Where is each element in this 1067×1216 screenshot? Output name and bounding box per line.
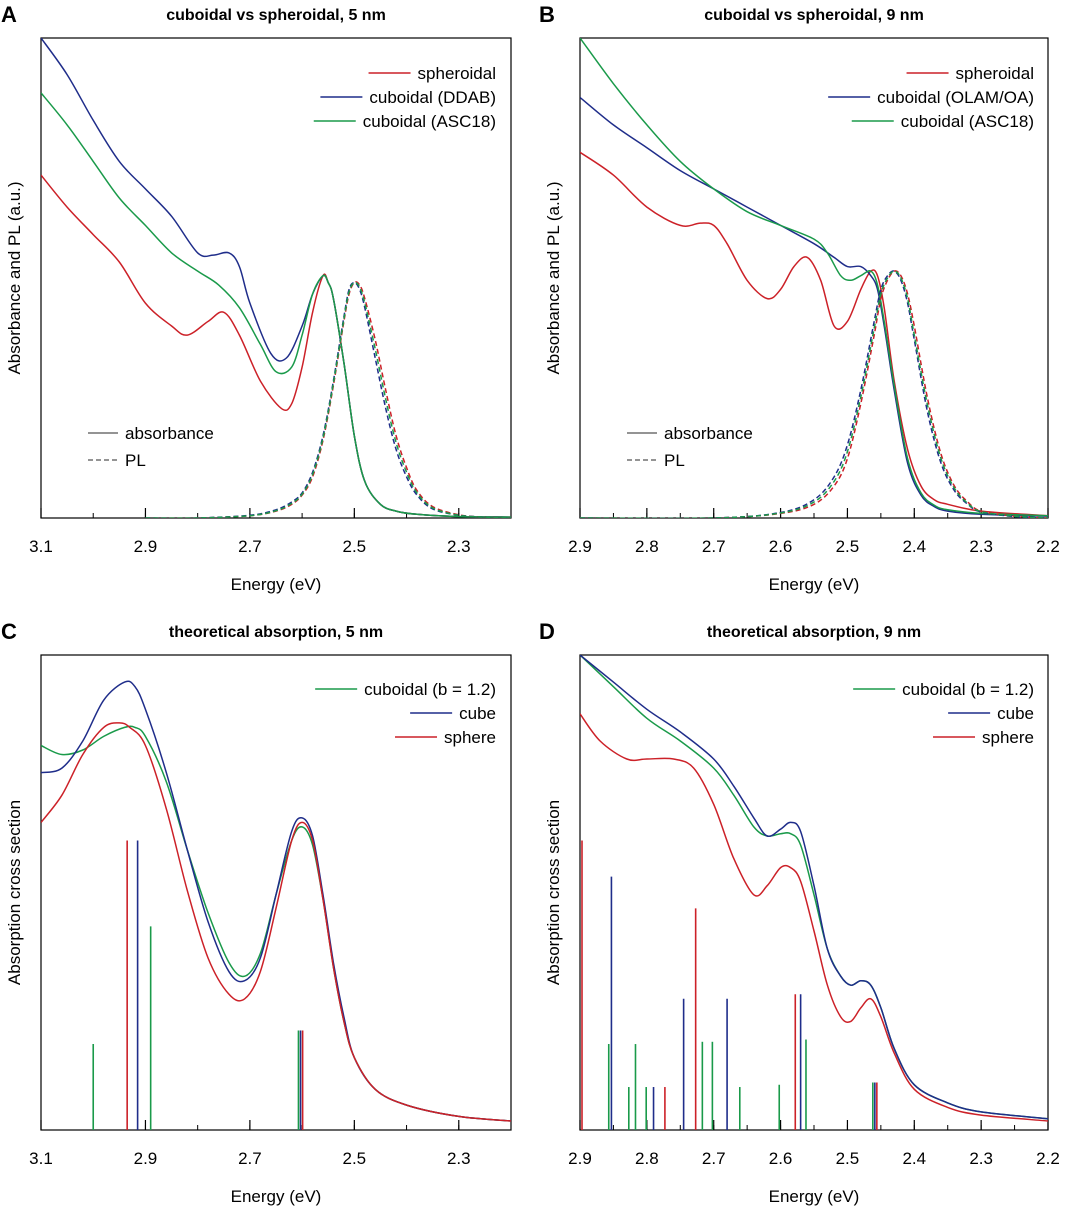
x-axis: 3.1 2.9 2.7 2.5 2.3 (29, 508, 512, 556)
series-line (41, 725, 511, 1122)
legend-label: cube (459, 704, 496, 723)
series-line (580, 151, 1048, 517)
x-axis-label: Energy (eV) (231, 575, 322, 594)
style-legend-label: PL (664, 451, 685, 470)
x-axis-label: Energy (eV) (769, 575, 860, 594)
panel-letter: C (1, 619, 17, 644)
style-legend-label: absorbance (664, 424, 753, 443)
x-tick-label: 2.2 (1036, 1149, 1060, 1168)
x-axis: 3.1 2.9 2.7 2.5 2.3 (29, 1120, 512, 1168)
panel-letter: B (539, 2, 555, 27)
legend: spheroidal cuboidal (OLAM/OA) cuboidal (AS… (828, 64, 1034, 131)
series-line (580, 270, 1048, 518)
x-tick-label: 2.8 (635, 1149, 659, 1168)
x-tick-label: 2.3 (447, 537, 471, 556)
plot-area (41, 680, 511, 1130)
x-tick-label: 2.7 (238, 1149, 262, 1168)
y-axis-label: Absorbance and PL (a.u.) (5, 181, 24, 374)
legend-label: cuboidal (b = 1.2) (364, 680, 496, 699)
legend-label: spheroidal (956, 64, 1034, 83)
chart-title: cuboidal vs spheroidal, 9 nm (704, 7, 924, 24)
transition-sticks (92, 840, 304, 1130)
chart-title: theoretical absorption, 5 nm (169, 624, 383, 641)
x-tick-label: 2.3 (969, 1149, 993, 1168)
x-tick-label: 2.9 (134, 1149, 158, 1168)
x-tick-label: 2.7 (702, 1149, 726, 1168)
x-tick-label: 2.5 (343, 1149, 367, 1168)
chart-title: theoretical absorption, 9 nm (707, 624, 921, 641)
chart-title: cuboidal vs spheroidal, 5 nm (166, 7, 386, 24)
series-line (580, 96, 1048, 517)
x-axis-label: Energy (eV) (231, 1187, 322, 1206)
plot-frame (579, 37, 1049, 519)
legend-label: cuboidal (OLAM/OA) (877, 88, 1034, 107)
x-tick-label: 2.4 (902, 1149, 926, 1168)
series-line (580, 270, 1048, 518)
x-tick-label: 3.1 (29, 537, 53, 556)
series-line (145, 281, 511, 518)
x-tick-label: 2.5 (343, 537, 367, 556)
style-legend: absorbance PL (88, 424, 214, 470)
x-tick-label: 2.6 (769, 537, 793, 556)
legend-label: sphere (982, 728, 1034, 747)
plot-area (41, 38, 511, 518)
legend-label: cuboidal (DDAB) (369, 88, 496, 107)
x-tick-label: 2.9 (134, 537, 158, 556)
legend: spheroidal cuboidal (DDAB) cuboidal (ASC18… (313, 64, 496, 131)
x-tick-label: 2.5 (836, 1149, 860, 1168)
plot-area (580, 655, 1048, 1130)
x-tick-label: 2.2 (1036, 537, 1060, 556)
panel-letter: A (1, 2, 17, 27)
style-legend-label: absorbance (125, 424, 214, 443)
series-line (41, 680, 511, 1122)
series-line (580, 655, 1048, 1120)
series-line (145, 281, 511, 518)
series-line (41, 92, 511, 518)
x-tick-label: 2.7 (238, 537, 262, 556)
plot-area (580, 38, 1048, 518)
series-line (41, 722, 511, 1122)
series-line (145, 281, 511, 518)
x-tick-label: 3.1 (29, 1149, 53, 1168)
series-line (580, 713, 1048, 1122)
y-axis-label: Absorption cross section (5, 800, 24, 985)
x-tick-label: 2.8 (635, 537, 659, 556)
legend-label: cuboidal (b = 1.2) (902, 680, 1034, 699)
legend-label: sphere (444, 728, 496, 747)
transition-sticks (581, 840, 878, 1130)
legend-label: cuboidal (ASC18) (901, 112, 1034, 131)
y-axis-label: Absorbance and PL (a.u.) (544, 181, 563, 374)
series-line (41, 174, 511, 518)
legend-label: spheroidal (418, 64, 496, 83)
x-tick-label: 2.9 (568, 537, 592, 556)
series-line (41, 38, 511, 518)
x-tick-label: 2.3 (447, 1149, 471, 1168)
legend-label: cube (997, 704, 1034, 723)
style-legend: absorbance PL (627, 424, 753, 470)
x-tick-label: 2.7 (702, 537, 726, 556)
y-axis-label: Absorption cross section (544, 800, 563, 985)
legend-label: cuboidal (ASC18) (363, 112, 496, 131)
x-tick-label: 2.9 (568, 1149, 592, 1168)
x-tick-label: 2.6 (769, 1149, 793, 1168)
x-axis: 2.9 2.8 2.7 2.6 2.5 2.4 2.3 2.2 (568, 508, 1060, 556)
x-axis: 2.9 2.8 2.7 2.6 2.5 2.4 2.3 2.2 (568, 1120, 1060, 1168)
series-line (580, 38, 1048, 517)
x-tick-label: 2.3 (969, 537, 993, 556)
plot-frame (40, 654, 512, 1131)
legend: cuboidal (b = 1.2) cube sphere (853, 680, 1034, 747)
plot-frame (40, 37, 512, 519)
x-axis-label: Energy (eV) (769, 1187, 860, 1206)
series-line (580, 270, 1048, 518)
x-tick-label: 2.5 (836, 537, 860, 556)
panel-letter: D (539, 619, 555, 644)
legend: cuboidal (b = 1.2) cube sphere (315, 680, 496, 747)
style-legend-label: PL (125, 451, 146, 470)
x-tick-label: 2.4 (902, 537, 926, 556)
